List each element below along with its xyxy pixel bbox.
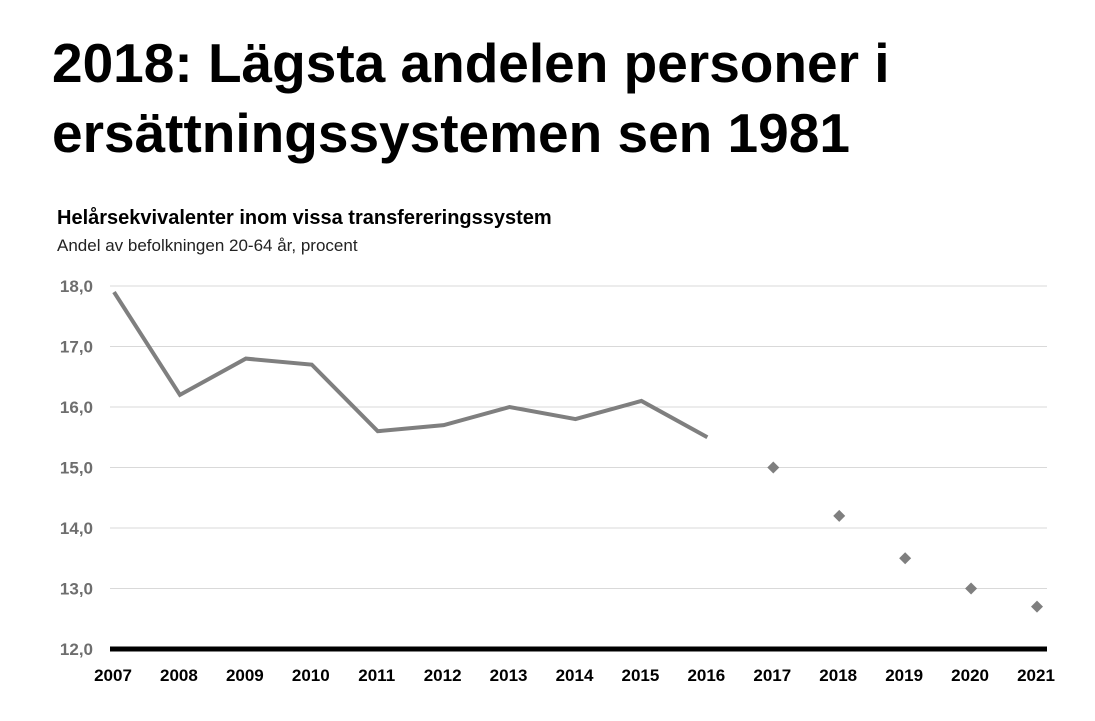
x-tick-label: 2008 — [160, 666, 198, 685]
x-tick-label: 2014 — [556, 666, 594, 685]
chart-title: Helårsekvivalenter inom vissa transferer… — [57, 207, 552, 229]
x-tick-label: 2018 — [819, 666, 857, 685]
x-tick-label: 2015 — [622, 666, 660, 685]
chart-subtitle: Andel av befolkningen 20-64 år, procent — [57, 236, 358, 255]
forecast-point — [899, 552, 912, 565]
forecast-point — [965, 582, 978, 595]
series-line-utfall — [112, 290, 709, 440]
x-axis-ticks: 2007 2008 2009 2010 2011 2012 2013 2014 2015 2016… — [94, 666, 1055, 685]
x-tick-label: 2012 — [424, 666, 462, 685]
y-tick-label: 16,0 — [60, 398, 93, 417]
forecast-point — [833, 509, 846, 522]
x-tick-label: 2007 — [94, 666, 132, 685]
y-tick-label: 15,0 — [60, 459, 93, 478]
series — [112, 290, 1043, 613]
forecast-point — [1031, 600, 1043, 613]
x-tick-label: 2011 — [358, 666, 395, 685]
headline: 2018: Lägsta andelen personer i ersättni… — [52, 32, 890, 164]
x-tick-label: 2019 — [885, 666, 923, 685]
y-tick-label: 18,0 — [60, 277, 93, 296]
x-tick-label: 2013 — [490, 666, 528, 685]
y-tick-label: 17,0 — [60, 338, 93, 357]
x-tick-label: 2020 — [951, 666, 989, 685]
x-tick-label: 2009 — [226, 666, 264, 685]
y-tick-label: 14,0 — [60, 519, 93, 538]
y-axis-ticks: 12,0 13,0 14,0 15,0 16,0 17,0 18,0 — [60, 277, 93, 659]
y-tick-label: 13,0 — [60, 580, 93, 599]
y-tick-label: 12,0 — [60, 640, 93, 659]
x-tick-label: 2016 — [687, 666, 725, 685]
x-tick-label: 2021 — [1017, 666, 1055, 685]
forecast-point — [767, 461, 780, 474]
x-tick-label: 2017 — [753, 666, 791, 685]
x-tick-label: 2010 — [292, 666, 330, 685]
gridlines — [110, 285, 1047, 652]
